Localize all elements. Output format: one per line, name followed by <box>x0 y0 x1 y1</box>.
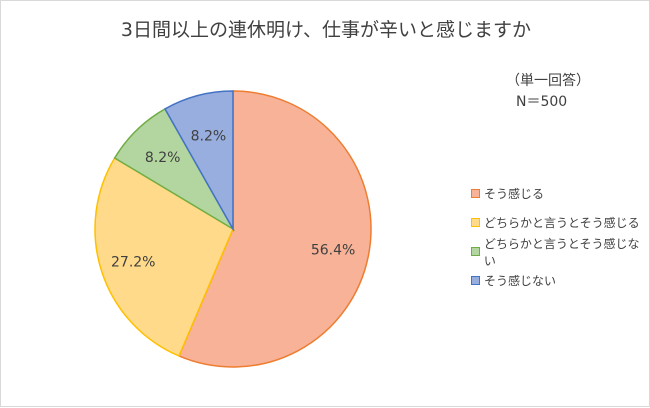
legend-item: どちらかと言うとそう感じる <box>471 208 649 237</box>
legend-label: どちらかと言うとそう感じない <box>483 236 640 268</box>
legend-swatch <box>471 247 480 256</box>
sample-size-label: N＝500 <box>516 94 568 110</box>
pie-slices <box>94 90 372 368</box>
data-label: 8.2% <box>145 150 181 166</box>
legend-item: どちらかと言うとそう感じない <box>471 236 649 268</box>
answer-type-label: （単一回答） <box>506 73 590 89</box>
pie-slice <box>178 90 372 368</box>
data-label: 8.2% <box>191 129 227 145</box>
legend-swatch <box>471 218 480 227</box>
data-label: 56.4% <box>311 242 355 258</box>
legend-item: そう感じない <box>471 266 649 295</box>
pie-slice <box>94 156 234 357</box>
legend-label: そう感じない <box>484 274 557 288</box>
pie-slice <box>163 90 234 232</box>
legend-swatch <box>471 276 480 285</box>
response-note: （単一回答） N＝500 <box>506 71 590 113</box>
chart-title: 3日間以上の連休明け、仕事が辛いと感じますか <box>120 19 532 41</box>
legend: そう感じる どちらかと言うとそう感じる どちらかと言うとそう感じない そう感じな… <box>471 179 649 295</box>
data-label: 27.2% <box>111 254 155 270</box>
legend-item: そう感じる <box>471 179 649 208</box>
legend-label: そう感じる <box>484 187 545 201</box>
pie-labels: 56.4% 27.2% 8.2% 8.2% <box>111 129 355 271</box>
legend-swatch <box>471 189 480 198</box>
legend-label: どちらかと言うとそう感じる <box>484 216 640 230</box>
